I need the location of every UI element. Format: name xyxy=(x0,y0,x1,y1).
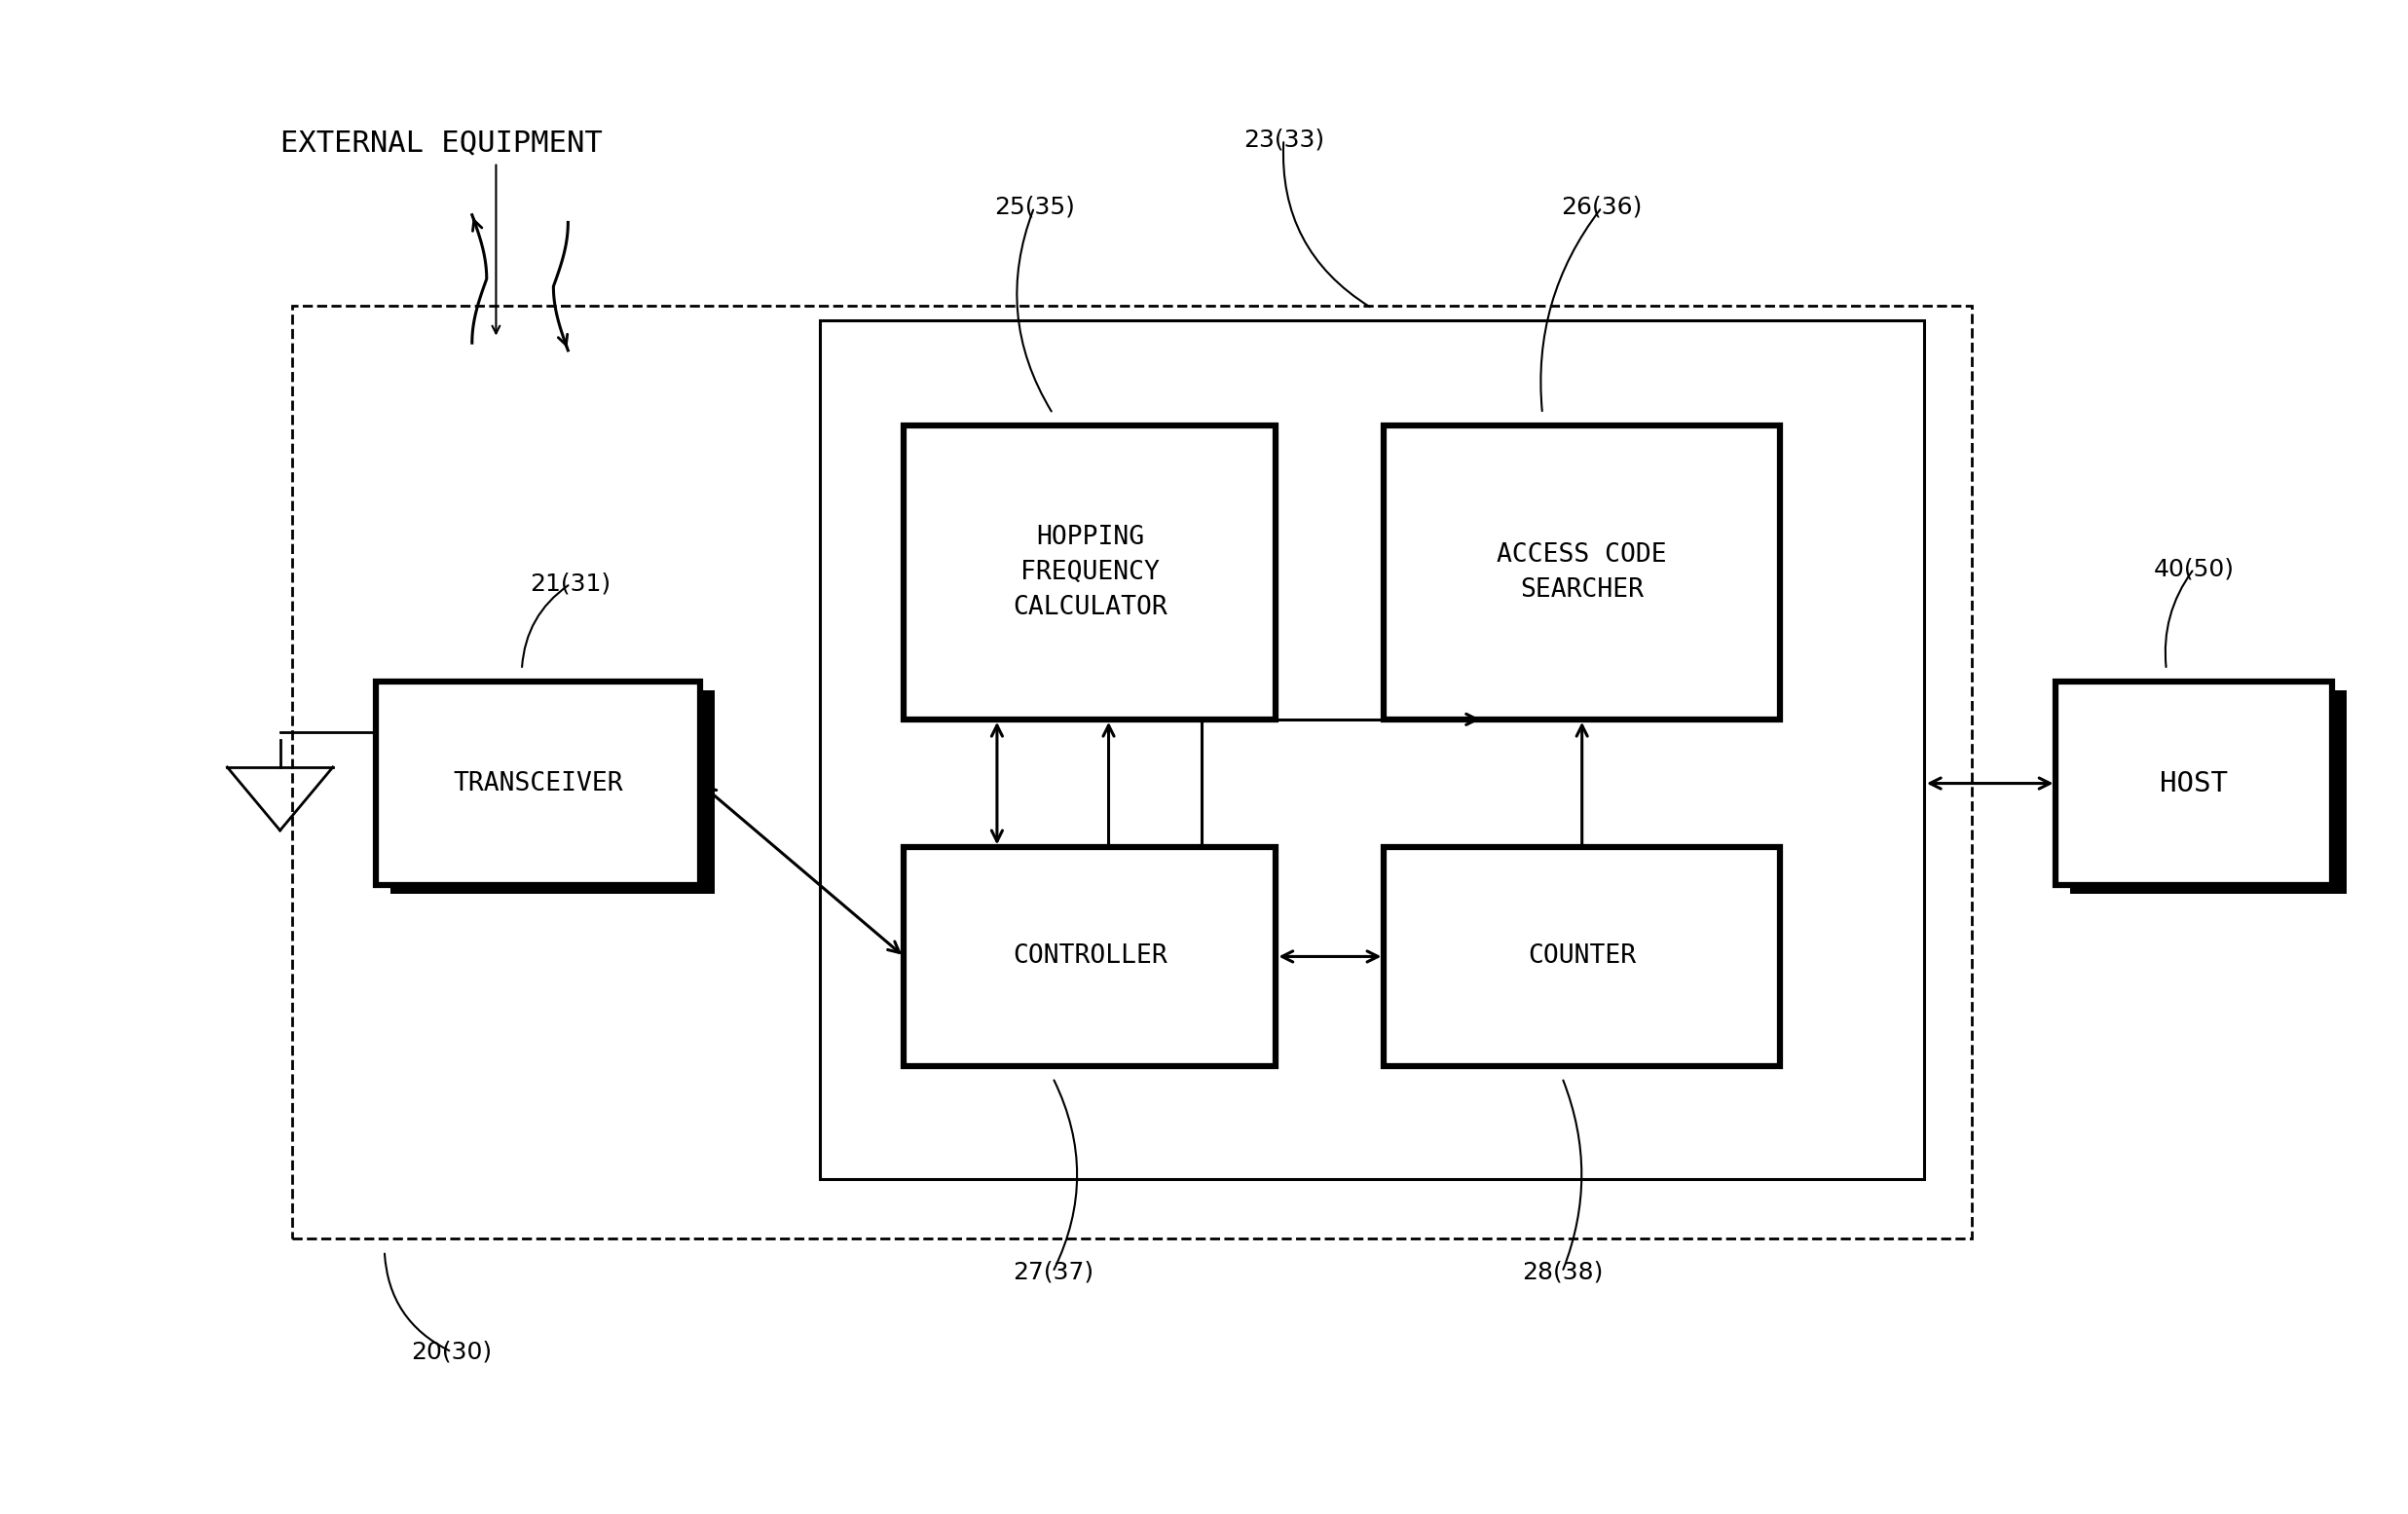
Bar xyxy=(917,857,1291,1075)
Bar xyxy=(903,425,1276,719)
Text: CONTROLLER: CONTROLLER xyxy=(1014,943,1168,969)
Bar xyxy=(1385,848,1780,1066)
Bar xyxy=(1399,857,1794,1075)
Text: TRANSCEIVER: TRANSCEIVER xyxy=(453,771,624,796)
Text: HOST: HOST xyxy=(2160,769,2227,796)
Text: 20(30): 20(30) xyxy=(412,1340,491,1364)
Text: 21(31): 21(31) xyxy=(530,572,612,595)
Text: 23(33): 23(33) xyxy=(1243,127,1324,151)
Text: 25(35): 25(35) xyxy=(995,195,1074,220)
Bar xyxy=(2071,690,2345,895)
Text: 28(38): 28(38) xyxy=(1522,1260,1604,1284)
Bar xyxy=(2056,681,2331,886)
Text: COUNTER: COUNTER xyxy=(1529,943,1635,969)
Text: 40(50): 40(50) xyxy=(2153,557,2235,580)
Bar xyxy=(1399,435,1794,728)
Bar xyxy=(291,306,1972,1238)
Bar xyxy=(376,681,701,886)
Text: 26(36): 26(36) xyxy=(1560,195,1642,220)
Text: 27(37): 27(37) xyxy=(1011,1260,1093,1284)
Bar xyxy=(1385,425,1780,719)
Bar xyxy=(390,690,715,895)
Bar xyxy=(903,848,1276,1066)
Text: ACCESS CODE
SEARCHER: ACCESS CODE SEARCHER xyxy=(1498,542,1666,603)
Text: EXTERNAL EQUIPMENT: EXTERNAL EQUIPMENT xyxy=(279,129,602,157)
Text: HOPPING
FREQUENCY
CALCULATOR: HOPPING FREQUENCY CALCULATOR xyxy=(1014,525,1168,621)
Bar xyxy=(917,435,1291,728)
Bar xyxy=(821,321,1924,1178)
